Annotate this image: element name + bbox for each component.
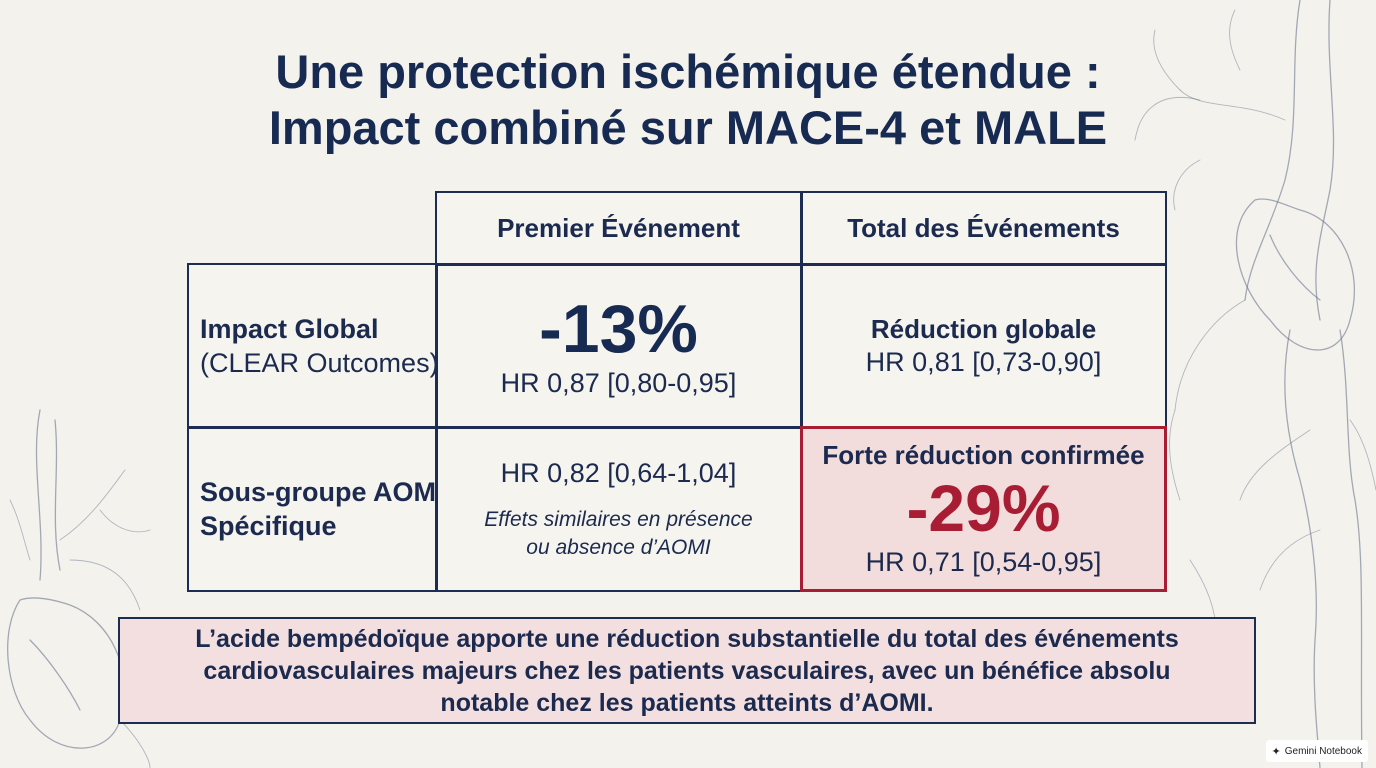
result-label: Réduction globale xyxy=(870,313,1097,344)
hazard-ratio: HR 0,87 [0,80-0,95] xyxy=(500,367,737,398)
hazard-ratio: HR 0,82 [0,64-1,04] xyxy=(500,458,737,488)
highlight-label: Forte réduction confirmée xyxy=(822,440,1145,470)
hazard-ratio: HR 0,71 [0,54-0,95] xyxy=(865,547,1102,577)
summary-box: L’acide bempédoïque apporte une réductio… xyxy=(118,617,1256,724)
badge-label: Gemini Notebook xyxy=(1284,745,1362,757)
cell-aomi-total-events-highlight: Forte réduction confirmée -29% HR 0,71 [… xyxy=(800,426,1167,592)
sparkle-icon: ✦ xyxy=(1271,745,1281,758)
summary-line-1: L’acide bempédoïque apporte une réductio… xyxy=(195,624,1179,653)
row-label-title: Sous-groupe AOMI xyxy=(200,477,444,507)
row-header-aomi-subgroup: Sous-groupe AOMI Spécifique xyxy=(188,427,444,591)
row-label-subtitle: Spécifique xyxy=(200,511,337,541)
row-header-global-impact: Impact Global (CLEAR Outcomes) xyxy=(188,264,439,427)
cell-global-first-event: -13% HR 0,87 [0,80-0,95] xyxy=(436,264,801,427)
page-title: Une protection ischémique étendue : Impa… xyxy=(0,44,1376,156)
table-divider-vertical xyxy=(800,191,803,592)
cell-aomi-first-event: HR 0,82 [0,64-1,04] Effets similaires en… xyxy=(436,427,801,591)
note-line-1: Effets similaires en présence xyxy=(484,508,753,531)
hazard-ratio: HR 0,81 [0,73-0,90] xyxy=(865,346,1102,377)
gemini-notebook-badge: ✦ Gemini Notebook xyxy=(1265,740,1368,762)
column-header-total-events: Total des Événements xyxy=(801,192,1166,264)
row-label-subtitle: (CLEAR Outcomes) xyxy=(200,347,439,378)
title-line-1: Une protection ischémique étendue : xyxy=(275,45,1101,98)
cell-global-total-events: Réduction globale HR 0,81 [0,73-0,90] xyxy=(801,264,1166,427)
note-line-2: ou absence d’AOMI xyxy=(526,536,711,559)
column-header-first-event: Premier Événement xyxy=(436,192,801,264)
summary-text: L’acide bempédoïque apporte une réductio… xyxy=(155,623,1219,719)
percent-reduction-value: -13% xyxy=(539,290,698,367)
summary-line-2: cardiovasculaires majeurs chez les patie… xyxy=(203,656,1171,685)
table-divider-horizontal xyxy=(187,426,1167,429)
title-line-2: Impact combiné sur MACE-4 et MALE xyxy=(268,101,1108,154)
percent-reduction-value: -29% xyxy=(906,471,1061,545)
summary-line-3: notable chez les patients atteints d’AOM… xyxy=(440,688,934,717)
row-label-title: Impact Global xyxy=(200,313,379,344)
